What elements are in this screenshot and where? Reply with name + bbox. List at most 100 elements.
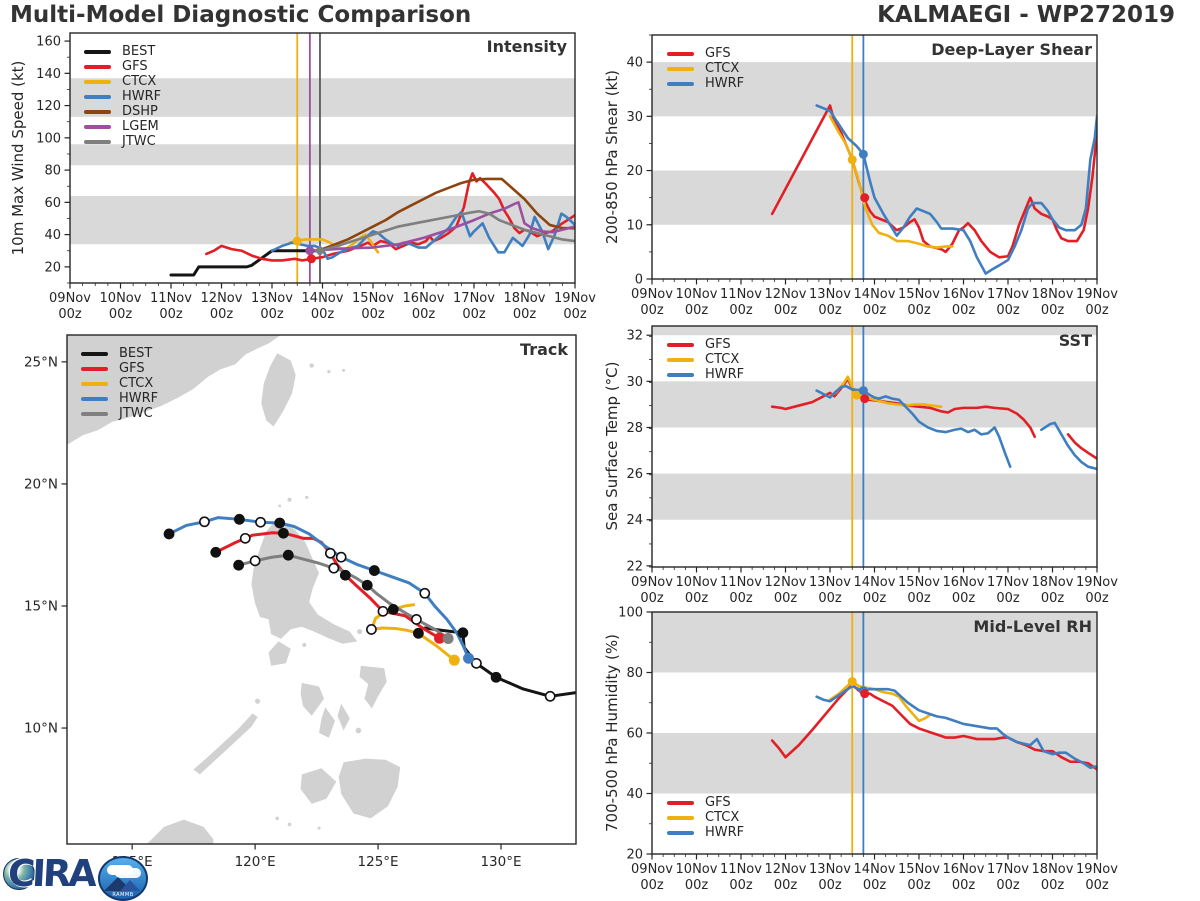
- track-init-GFS: [434, 632, 446, 644]
- tick-label: 09Nov: [631, 575, 673, 590]
- legend-item-HWRF: HWRF: [667, 367, 744, 382]
- track-point-open: [544, 690, 556, 702]
- tick-label: 19Nov: [1076, 575, 1118, 590]
- category-band: [652, 62, 1097, 117]
- legend-item-JTWC: JTWC: [81, 406, 158, 421]
- init-marker: [292, 236, 302, 246]
- tick-label: 11Nov: [720, 287, 762, 302]
- intensity-y-axis-label: 10m Max Wind Speed (kt): [9, 60, 27, 256]
- tick-label: 18Nov: [1032, 287, 1074, 302]
- tick-label: 10°N: [24, 721, 58, 737]
- tick-label: 14Nov: [854, 862, 896, 877]
- tick-label: 125°E: [358, 854, 399, 870]
- legend-label: GFS: [122, 59, 148, 74]
- series-HWRF: [815, 104, 1097, 275]
- tick-label: 60: [44, 196, 61, 211]
- track-point-fill: [368, 565, 380, 576]
- tick-label: 00z: [361, 307, 385, 322]
- track-point-open: [411, 614, 422, 625]
- shear-y-axis-label: 200-850 hPa Shear (kt): [603, 70, 621, 244]
- tick-label: 09Nov: [631, 862, 673, 877]
- tick-label: 18Nov: [1032, 575, 1074, 590]
- tick-label: 00z: [774, 878, 798, 893]
- track-point-open: [239, 532, 251, 544]
- tick-label: 40: [626, 56, 643, 71]
- panel-label-sst: SST: [1058, 331, 1092, 350]
- tick-label: 120°E: [235, 854, 276, 870]
- legend-item-LGEM: LGEM: [84, 119, 161, 134]
- tick-label: 80: [626, 666, 643, 681]
- map-border: [66, 334, 577, 845]
- track-point-open: [471, 657, 482, 669]
- init-marker: [858, 386, 868, 396]
- track-point-fill: [361, 579, 373, 591]
- series-CTCX: [828, 375, 943, 409]
- island: [275, 816, 280, 821]
- tick-label: 10Nov: [100, 291, 142, 306]
- track-point-fill: [387, 603, 399, 615]
- tick-label: 00z: [774, 591, 798, 606]
- tick-label: 00z: [729, 591, 753, 606]
- track-point-fill: [457, 627, 469, 639]
- legend-label: CTCX: [122, 74, 157, 89]
- island: [327, 370, 331, 374]
- panel-label-shear: Deep-Layer Shear: [931, 40, 1092, 59]
- init-marker: [305, 246, 315, 256]
- landmass: [338, 758, 401, 819]
- storm-title: KALMAEGI - WP272019: [877, 2, 1175, 28]
- track-init-JTWC: [442, 632, 454, 644]
- legend-swatch-GFS: [84, 64, 111, 69]
- init-marker: [858, 149, 868, 159]
- series-HWRF-late: [1040, 421, 1097, 471]
- tick-label: 100: [618, 606, 643, 621]
- series-GFS: [205, 172, 575, 262]
- tick-label: 00z: [1041, 591, 1065, 606]
- legend-swatch-GFS: [667, 51, 694, 56]
- legend-item-JTWC: JTWC: [84, 134, 161, 149]
- category-band: [652, 473, 1097, 520]
- tick-label: 120: [36, 99, 61, 114]
- init-marker: [860, 394, 870, 404]
- category-band: [70, 144, 575, 166]
- tick-label: 140: [36, 67, 61, 82]
- tick-label: 00z: [159, 307, 183, 322]
- tick-label: 18Nov: [1032, 862, 1074, 877]
- tick-label: 00z: [952, 591, 976, 606]
- tick-label: 22: [626, 559, 643, 574]
- tick-label: 17Nov: [987, 575, 1029, 590]
- tick-label: 12Nov: [765, 862, 807, 877]
- track-point-open: [328, 562, 340, 574]
- tick-label: 19Nov: [1076, 862, 1118, 877]
- legend-swatch-GFS: [81, 366, 108, 371]
- island: [317, 826, 321, 830]
- legend-swatch-HWRF: [84, 94, 111, 99]
- tick-label: 11Nov: [720, 862, 762, 877]
- track-legend: BEST GFS CTCX HWRF JTWC: [81, 346, 158, 421]
- tick-label: 15Nov: [898, 287, 940, 302]
- legend-swatch-LGEM: [84, 124, 111, 129]
- island: [305, 495, 309, 499]
- landmass: [268, 641, 291, 666]
- tick-label: 10: [626, 218, 643, 233]
- legend-label: BEST: [122, 44, 156, 59]
- tick-label: 00z: [685, 878, 709, 893]
- tick-label: 14Nov: [854, 287, 896, 302]
- tick-label: 13Nov: [809, 862, 851, 877]
- tick-label: 11Nov: [720, 575, 762, 590]
- track-point-fill: [274, 517, 286, 529]
- init-marker: [847, 677, 857, 687]
- series-LGEM: [308, 201, 575, 253]
- tick-label: 15°N: [24, 598, 58, 614]
- track-point-fill: [490, 671, 502, 683]
- tick-label: 160: [36, 35, 61, 50]
- tick-label: 00z: [109, 307, 133, 322]
- legend-label: GFS: [705, 337, 731, 352]
- legend-label: DSHP: [122, 104, 158, 119]
- track-point-fill: [282, 549, 294, 561]
- tick-label: 30: [626, 375, 643, 390]
- track-point-fill: [233, 559, 245, 571]
- tick-label: 130°E: [480, 854, 521, 870]
- tick-label: 15Nov: [898, 575, 940, 590]
- legend-swatch-GFS: [667, 800, 694, 805]
